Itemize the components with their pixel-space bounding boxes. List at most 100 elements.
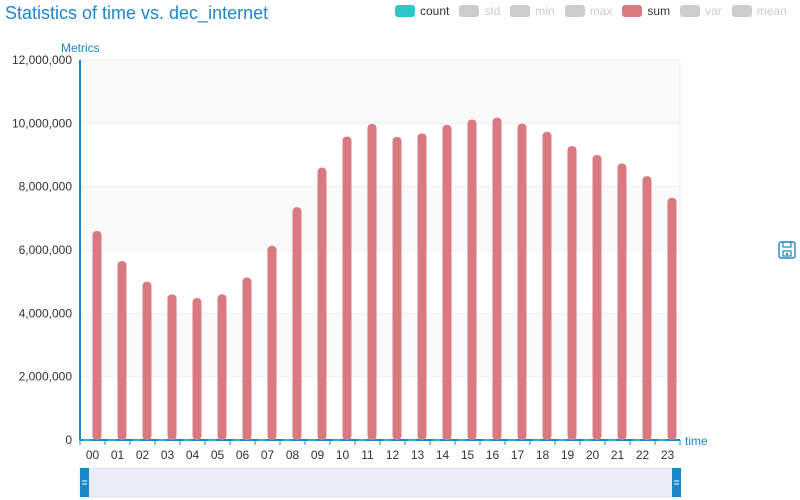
x-tick-label: 10	[336, 448, 350, 462]
bar-sum-14	[442, 124, 452, 441]
bar-count-02	[133, 439, 141, 441]
bar-sum-06	[242, 277, 252, 440]
bar-sum-09	[317, 167, 327, 440]
bar-count-15	[458, 439, 466, 441]
legend-swatch	[510, 5, 531, 17]
x-tick-label: 20	[586, 448, 600, 462]
bar-sum-12	[392, 136, 402, 440]
save-icon[interactable]	[778, 241, 796, 259]
legend-label: min	[535, 4, 555, 18]
bar-count-14	[433, 439, 441, 441]
legend: count std min max sum var mean	[395, 4, 797, 18]
legend-item-sum[interactable]: sum	[622, 4, 670, 18]
x-tick-label: 17	[511, 448, 525, 462]
x-tick-label: 12	[386, 448, 400, 462]
x-tick-label: 19	[561, 448, 575, 462]
x-tick-label: 11	[361, 448, 374, 462]
legend-swatch	[395, 5, 415, 17]
bar-count-04	[183, 439, 191, 441]
x-tick-label: 07	[261, 448, 275, 462]
x-axis: 00 01 02 03 04 05 06 07 08 09 10 11 12 13 14 15 16 17 18 19…	[79, 434, 708, 462]
y-axis-label: Metrics	[61, 41, 100, 55]
legend-swatch	[564, 5, 585, 17]
x-tick-label: 23	[661, 448, 675, 462]
legend-item-min[interactable]: min	[510, 4, 555, 18]
bar-sum-07	[267, 245, 277, 440]
bar-sum-22	[642, 176, 652, 440]
x-tick-label: 15	[461, 448, 475, 462]
x-tick-label: 08	[286, 448, 300, 462]
plot-band	[80, 376, 680, 440]
legend-item-var[interactable]: var	[680, 4, 722, 18]
bar-count-11	[358, 439, 366, 441]
bar-count-08	[283, 439, 291, 441]
bar-count-12	[383, 439, 391, 441]
grid-lines	[80, 59, 681, 440]
bar-count-07	[258, 439, 266, 441]
legend-item-count[interactable]: count	[395, 4, 449, 18]
bar-count-23	[658, 439, 666, 441]
bar-count-16	[483, 439, 491, 441]
bar-sum-02	[142, 281, 152, 440]
plot-background	[80, 60, 680, 440]
bar-sum-04	[192, 298, 202, 440]
chart-title: Statistics of time vs. dec_internet	[5, 3, 269, 23]
y-axis: 0 2,000,000 4,000,000 6,000,000 8,000,000 10,…	[12, 41, 100, 447]
legend-label: sum	[647, 4, 671, 18]
x-tick-label: 02	[136, 448, 150, 462]
x-tick-label: 03	[161, 448, 175, 462]
x-tick-label: 05	[211, 448, 225, 462]
x-tick-label: 13	[411, 448, 425, 462]
bar-count-21	[608, 439, 616, 441]
bar-count-01	[108, 439, 116, 441]
bar-count-17	[508, 439, 516, 441]
y-tick-label: 6,000,000	[19, 243, 73, 257]
bar-count-20	[583, 439, 591, 441]
y-tick-label: 4,000,000	[19, 306, 73, 320]
bar-count-22	[633, 439, 641, 441]
legend-label: mean	[756, 4, 787, 18]
x-tick-label: 06	[236, 448, 250, 462]
bar-sum-00	[92, 231, 102, 440]
bar-sum-20	[592, 155, 602, 440]
bar-sum-03	[167, 294, 177, 440]
x-tick-label: 16	[486, 448, 500, 462]
x-tick-label: 01	[111, 448, 125, 462]
data-zoom	[79, 467, 681, 498]
y-tick-label: 8,000,000	[19, 180, 73, 194]
zoom-handle-right[interactable]	[672, 468, 681, 497]
bar-sum-17	[517, 123, 527, 441]
zoom-handle-left[interactable]	[80, 468, 89, 497]
plot-band	[80, 250, 680, 314]
plot-band	[80, 186, 680, 250]
legend-label: max	[589, 4, 613, 18]
bar-count-13	[408, 439, 416, 441]
x-tick-label: 18	[536, 448, 550, 462]
y-tick-label: 12,000,000	[12, 53, 72, 67]
plot-band	[80, 60, 680, 124]
bar-sum-15	[467, 119, 477, 441]
legend-label: std	[484, 4, 501, 18]
legend-swatch	[731, 5, 752, 17]
x-axis-label: time	[685, 434, 708, 448]
bar-sum-18	[542, 131, 552, 440]
legend-label: count	[420, 4, 450, 18]
legend-item-std[interactable]: std	[459, 4, 500, 18]
legend-item-max[interactable]: max	[564, 4, 613, 18]
bar-count-09	[308, 439, 316, 441]
legend-swatch	[622, 5, 643, 17]
x-tick-label: 04	[186, 448, 200, 462]
bar-sum-23	[667, 197, 677, 440]
bar-count-06	[233, 439, 241, 441]
x-tick-label: 09	[311, 448, 325, 462]
zoom-track	[79, 467, 681, 498]
legend-item-mean[interactable]: mean	[731, 4, 787, 18]
bar-sum-19	[567, 146, 577, 440]
bar-count-19	[558, 439, 566, 441]
bar-count-00	[83, 439, 91, 441]
x-tick-label: 22	[636, 448, 650, 462]
bar-count-03	[158, 439, 166, 441]
bar-count-18	[533, 439, 541, 441]
bar-sum-21	[617, 163, 627, 441]
